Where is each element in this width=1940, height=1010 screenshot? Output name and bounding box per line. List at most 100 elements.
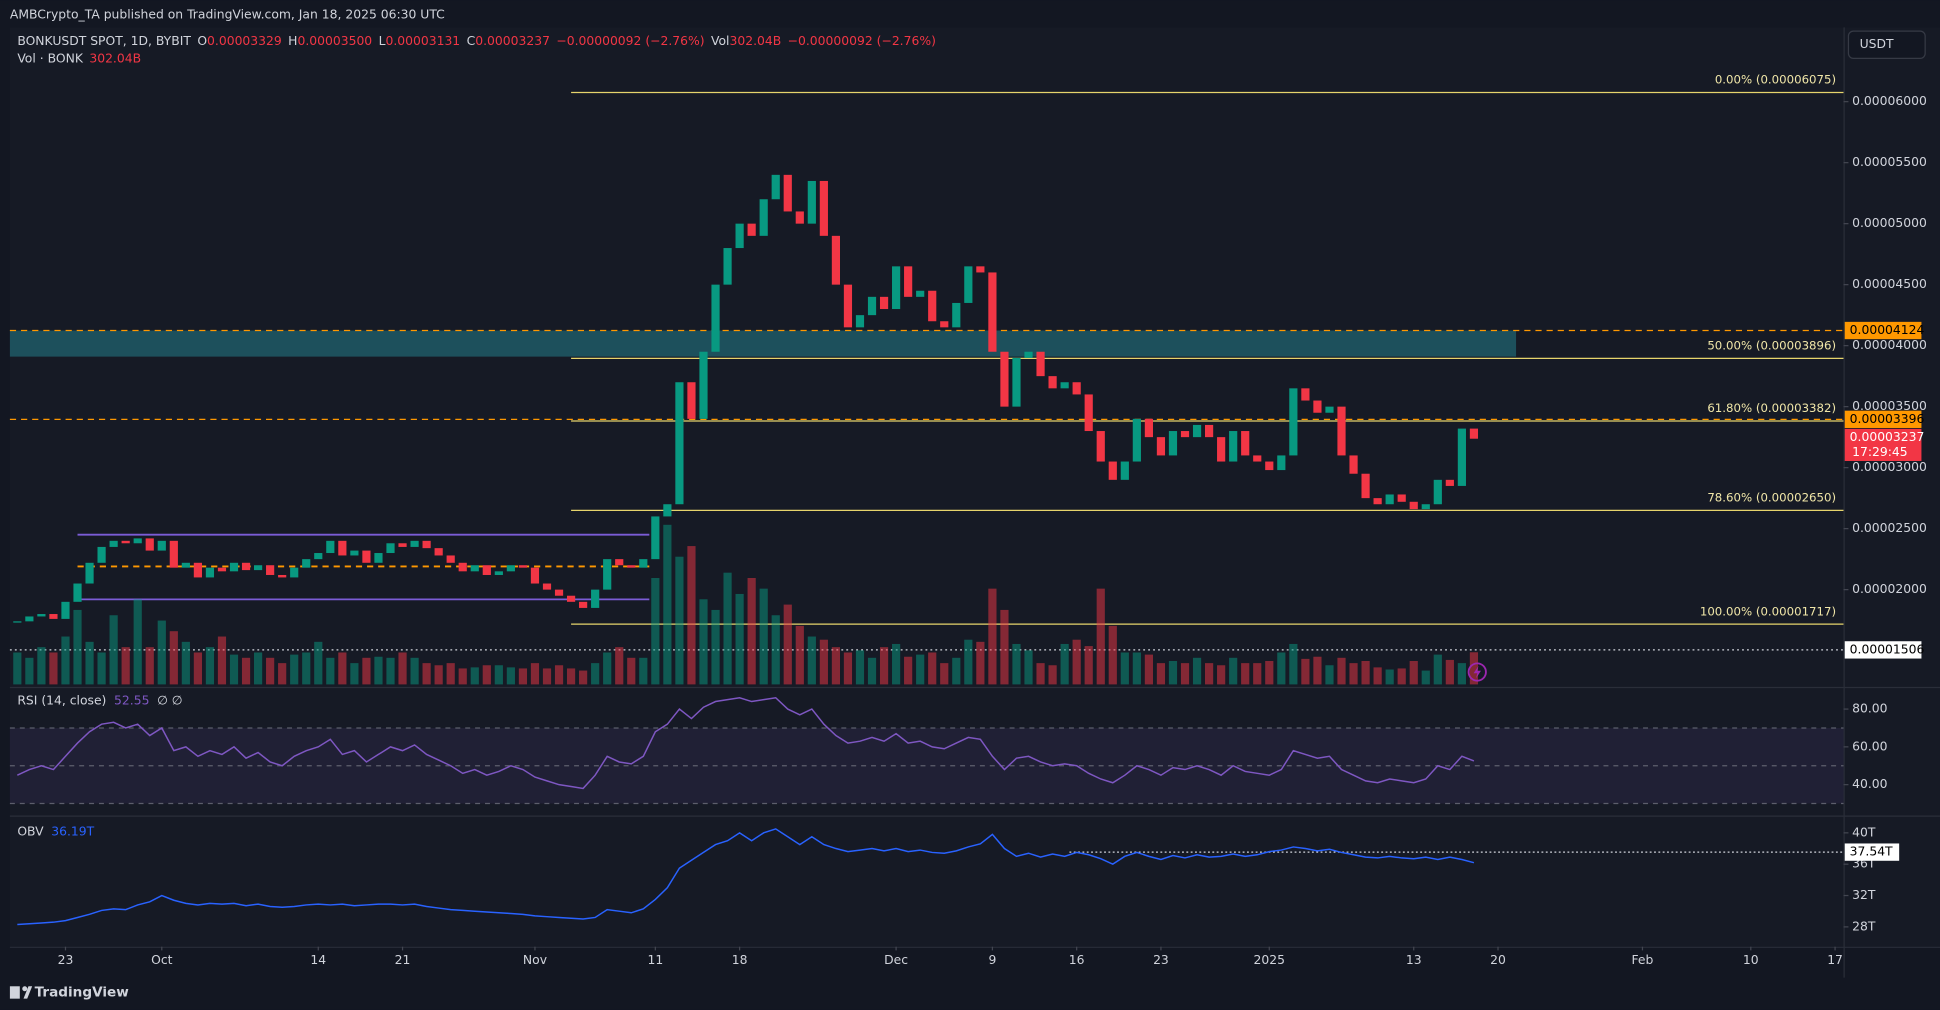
volume-bar xyxy=(1096,588,1105,685)
candle xyxy=(266,565,275,575)
ohlc-value: 0.00003131 xyxy=(385,34,460,48)
candle xyxy=(819,180,828,236)
volume-bar xyxy=(362,657,371,685)
volume-bar xyxy=(1168,660,1178,685)
volume-bar xyxy=(241,657,251,685)
volume-bar xyxy=(253,652,263,685)
candle xyxy=(892,266,901,310)
candle xyxy=(1168,431,1178,456)
candle xyxy=(916,290,925,297)
volume-bar xyxy=(398,652,407,685)
candle xyxy=(542,583,552,590)
candle xyxy=(1433,479,1442,505)
candle xyxy=(747,223,756,236)
volume-bar xyxy=(1144,654,1153,685)
volume-bar xyxy=(482,665,491,685)
volume-bar xyxy=(1421,670,1430,685)
rsi-legend: RSI (14, close) 52.55 ∅ ∅ xyxy=(17,693,182,707)
volume-bar xyxy=(290,654,299,685)
volume-bar xyxy=(1349,663,1358,685)
obv-value: 36.19T xyxy=(51,824,94,838)
currency-button[interactable] xyxy=(1847,30,1926,59)
x-tick-label: Feb xyxy=(1632,953,1654,967)
volume-bar xyxy=(542,668,552,685)
volume-bar xyxy=(952,657,961,685)
publish-note: AMBCrypto_TA published on TradingView.co… xyxy=(10,8,445,22)
volume-bar xyxy=(121,647,130,685)
vol-value: 302.04B xyxy=(730,34,782,48)
candle xyxy=(1048,376,1057,389)
candle xyxy=(1084,394,1093,432)
vol-key: Vol xyxy=(711,34,730,48)
x-tick-label: 23 xyxy=(1153,953,1169,967)
candle xyxy=(940,321,949,328)
volume-bar xyxy=(1241,663,1250,685)
candle xyxy=(326,540,335,554)
candle xyxy=(1253,455,1262,462)
candle xyxy=(253,565,263,571)
candle xyxy=(554,589,564,596)
candle xyxy=(976,266,985,273)
candle xyxy=(290,567,299,578)
volume-bar xyxy=(964,639,973,685)
candle xyxy=(13,621,22,623)
volume-bar xyxy=(1289,643,1298,685)
candle xyxy=(133,538,142,544)
alert-icon[interactable] xyxy=(1467,662,1487,682)
volume-bar xyxy=(1373,667,1382,685)
volume-bar xyxy=(85,641,94,685)
volume-bar xyxy=(1084,646,1093,685)
candle xyxy=(145,538,154,551)
candle xyxy=(1301,388,1310,401)
rsi-na: ∅ ∅ xyxy=(157,693,182,707)
volume-bar xyxy=(73,609,82,685)
candle xyxy=(1349,455,1358,474)
candle xyxy=(1325,406,1334,413)
volume-bar xyxy=(1265,660,1274,685)
y-tick-label: 0.00004500 xyxy=(1852,277,1927,291)
supply-zone xyxy=(9,330,1517,357)
volume-bar xyxy=(1156,663,1166,685)
volume-bar xyxy=(133,599,142,685)
volume-bar xyxy=(867,657,877,685)
volume-bar xyxy=(13,652,22,685)
volume-bar xyxy=(350,663,359,685)
ohlc-key: C xyxy=(467,34,476,48)
volume-bar xyxy=(1361,660,1370,685)
volume-bar xyxy=(1120,652,1129,685)
volume-bar xyxy=(338,652,347,685)
volume-value: 302.04B xyxy=(89,51,141,65)
candle xyxy=(338,540,347,556)
candle xyxy=(73,583,82,602)
currency-label[interactable]: USDT xyxy=(1860,37,1894,51)
volume-bar xyxy=(1036,663,1045,685)
x-tick-label: 18 xyxy=(732,953,748,967)
obv-marker-label: 37.54T xyxy=(1850,845,1893,859)
candle xyxy=(362,550,371,563)
candle xyxy=(386,543,395,554)
candle xyxy=(1289,388,1298,456)
volume-bar xyxy=(615,647,624,685)
level-badge-label: 0.00001506 xyxy=(1850,642,1925,656)
candle xyxy=(494,571,503,575)
candle xyxy=(458,562,467,572)
volume-legend: Vol · BONK 302.04B xyxy=(17,51,141,65)
fib-label: 61.80% (0.00003382) xyxy=(1707,401,1836,415)
volume-bar xyxy=(1397,668,1406,685)
candle xyxy=(952,302,961,328)
volume-bar xyxy=(374,656,383,685)
volume-bar xyxy=(169,631,178,685)
volume-bar xyxy=(470,667,479,685)
candle xyxy=(735,223,744,249)
volume-bar xyxy=(1048,665,1057,685)
volume-bar xyxy=(675,556,684,685)
candle xyxy=(904,266,913,297)
volume-bar xyxy=(1229,657,1238,685)
candle xyxy=(446,555,455,563)
level-badge xyxy=(1844,321,1922,340)
volume-bar xyxy=(1072,639,1081,685)
volume-bar xyxy=(326,657,335,685)
volume-bar xyxy=(807,636,816,685)
candle xyxy=(205,567,215,578)
volume-bar xyxy=(266,657,275,685)
